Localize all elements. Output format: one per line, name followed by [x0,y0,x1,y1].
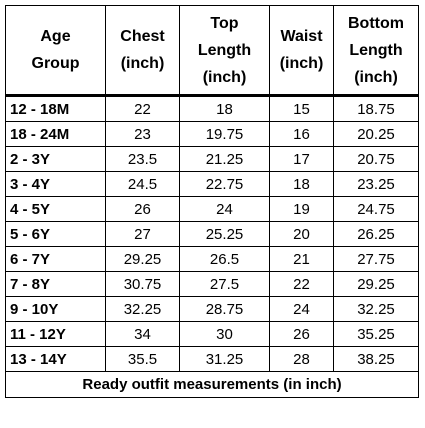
chest-cell: 32.25 [105,296,180,322]
table-caption: Ready outfit measurements (in inch) [5,371,419,398]
age-group-cell: 5 - 6Y [5,221,106,247]
waist-cell: 15 [269,95,334,122]
table-row: 7 - 8Y 30.75 27.5 22 29.25 [5,271,419,297]
header-text: (inch) [120,55,165,72]
bottom-length-cell: 20.75 [333,146,419,172]
chest-cell: 23 [105,121,180,147]
waist-cell: 24 [269,296,334,322]
header-waist: Waist (inch) [269,5,334,97]
header-text: Length [349,41,403,59]
header-text: Length [197,41,252,59]
waist-cell: 19 [269,196,334,222]
chest-cell: 23.5 [105,146,180,172]
caption-row: Ready outfit measurements (in inch) [5,371,419,398]
header-age-group: Age Group [5,5,106,97]
chest-cell: 30.75 [105,271,180,297]
table-row: 9 - 10Y 32.25 28.75 24 32.25 [5,296,419,322]
table-row: 2 - 3Y 23.5 21.25 17 20.75 [5,146,419,172]
table-row: 13 - 14Y 35.5 31.25 28 38.25 [5,346,419,372]
table-row: 6 - 7Y 29.25 26.5 21 27.75 [5,246,419,272]
header-text: Bottom [348,14,404,32]
header-chest: Chest (inch) [105,5,180,97]
header-text: (inch) [354,68,398,86]
top-length-cell: 24 [179,196,270,222]
header-text: (inch) [202,68,247,86]
waist-cell: 17 [269,146,334,172]
bottom-length-cell: 32.25 [333,296,419,322]
waist-cell: 16 [269,121,334,147]
age-group-cell: 2 - 3Y [5,146,106,172]
header-bottom-length: Bottom Length (inch) [333,5,419,97]
age-group-cell: 9 - 10Y [5,296,106,322]
bottom-length-cell: 20.25 [333,121,419,147]
top-length-cell: 18 [179,95,270,122]
age-group-cell: 18 - 24M [5,121,106,147]
age-group-cell: 6 - 7Y [5,246,106,272]
top-length-cell: 27.5 [179,271,270,297]
bottom-length-cell: 29.25 [333,271,419,297]
size-chart-table: Age Group Chest (inch) Top Length (inch)… [5,5,419,398]
top-length-cell: 28.75 [179,296,270,322]
table-row: 3 - 4Y 24.5 22.75 18 23.25 [5,171,419,197]
chest-cell: 27 [105,221,180,247]
bottom-length-cell: 24.75 [333,196,419,222]
top-length-cell: 21.25 [179,146,270,172]
bottom-length-cell: 38.25 [333,346,419,372]
chest-cell: 26 [105,196,180,222]
top-length-cell: 31.25 [179,346,270,372]
top-length-cell: 30 [179,321,270,347]
age-group-cell: 12 - 18M [5,95,106,122]
waist-cell: 18 [269,171,334,197]
header-text: Chest [120,28,165,45]
table-row: 18 - 24M 23 19.75 16 20.25 [5,121,419,147]
header-top-length: Top Length (inch) [179,5,270,97]
chest-cell: 29.25 [105,246,180,272]
chest-cell: 35.5 [105,346,180,372]
bottom-length-cell: 26.25 [333,221,419,247]
top-length-cell: 25.25 [179,221,270,247]
bottom-length-cell: 35.25 [333,321,419,347]
bottom-length-cell: 27.75 [333,246,419,272]
table-row: 4 - 5Y 26 24 19 24.75 [5,196,419,222]
age-group-cell: 3 - 4Y [5,171,106,197]
header-text: (inch) [279,55,324,72]
age-group-cell: 7 - 8Y [5,271,106,297]
chest-cell: 24.5 [105,171,180,197]
age-group-cell: 4 - 5Y [5,196,106,222]
waist-cell: 28 [269,346,334,372]
bottom-length-cell: 18.75 [333,95,419,122]
header-text: Group [31,55,80,72]
age-group-cell: 11 - 12Y [5,321,106,347]
age-group-cell: 13 - 14Y [5,346,106,372]
waist-cell: 26 [269,321,334,347]
header-text: Waist [280,28,323,45]
waist-cell: 22 [269,271,334,297]
chest-cell: 22 [105,95,180,122]
table-row: 11 - 12Y 34 30 26 35.25 [5,321,419,347]
waist-cell: 20 [269,221,334,247]
top-length-cell: 19.75 [179,121,270,147]
waist-cell: 21 [269,246,334,272]
header-text: Age [40,28,71,45]
bottom-length-cell: 23.25 [333,171,419,197]
table-row: 12 - 18M 22 18 15 18.75 [5,95,419,122]
header-row: Age Group Chest (inch) Top Length (inch)… [5,5,419,97]
chest-cell: 34 [105,321,180,347]
table-row: 5 - 6Y 27 25.25 20 26.25 [5,221,419,247]
header-text: Top [210,14,239,32]
top-length-cell: 26.5 [179,246,270,272]
top-length-cell: 22.75 [179,171,270,197]
